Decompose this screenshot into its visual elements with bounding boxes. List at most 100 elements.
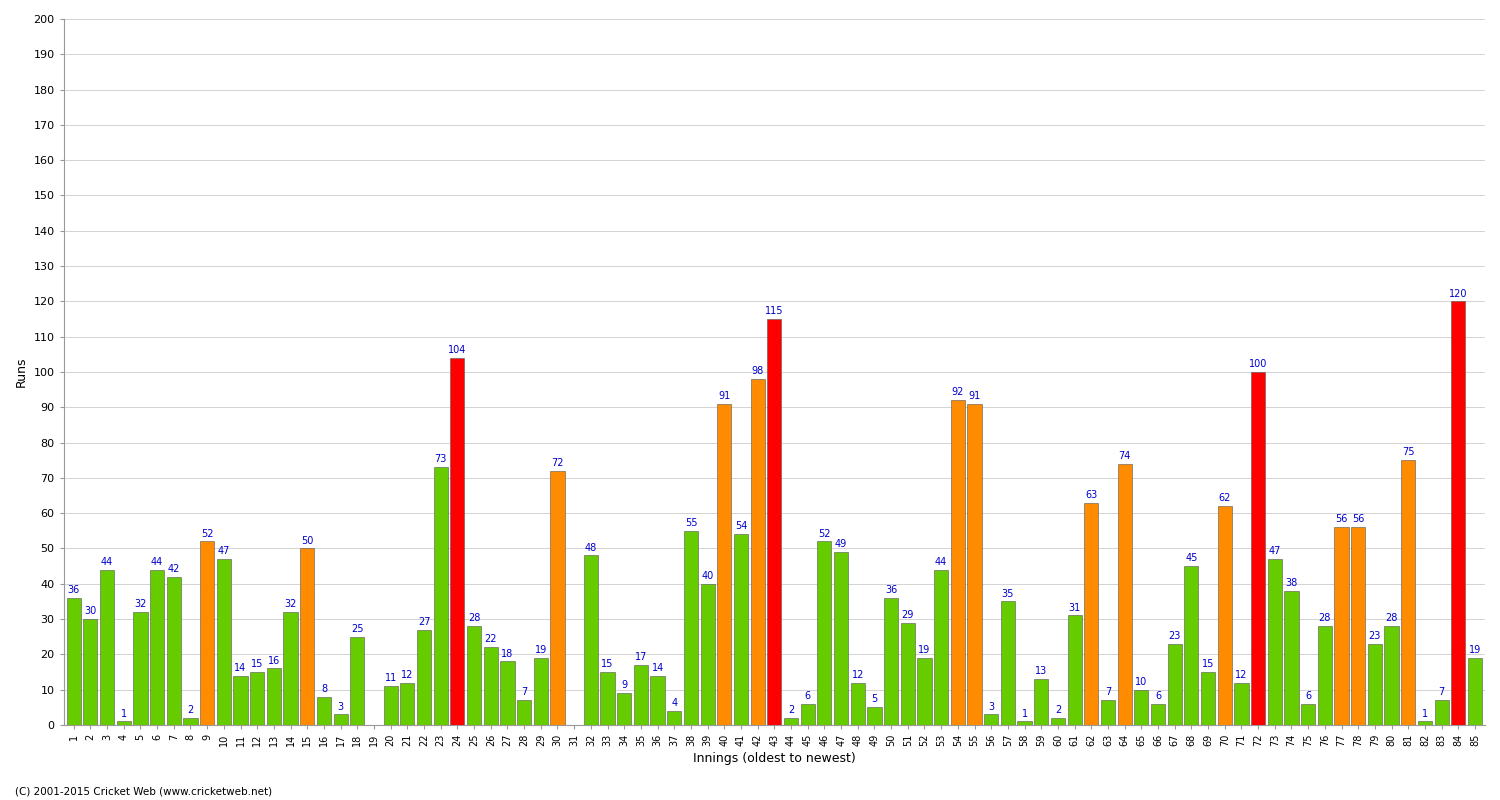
Bar bbox=[1384, 626, 1398, 725]
Text: 74: 74 bbox=[1119, 451, 1131, 461]
Text: 8: 8 bbox=[321, 684, 327, 694]
Text: 92: 92 bbox=[951, 387, 964, 398]
Text: 44: 44 bbox=[152, 557, 164, 566]
Bar bbox=[166, 577, 182, 725]
Text: 15: 15 bbox=[602, 659, 613, 669]
Text: 10: 10 bbox=[1136, 677, 1148, 686]
Text: 91: 91 bbox=[969, 391, 981, 401]
Text: 38: 38 bbox=[1286, 578, 1298, 588]
Text: 2: 2 bbox=[788, 705, 794, 715]
Text: 7: 7 bbox=[1106, 687, 1112, 698]
Bar bbox=[117, 722, 130, 725]
X-axis label: Innings (oldest to newest): Innings (oldest to newest) bbox=[693, 752, 855, 765]
Bar bbox=[450, 358, 465, 725]
Bar bbox=[267, 669, 280, 725]
Text: 1: 1 bbox=[120, 709, 128, 718]
Text: 28: 28 bbox=[1386, 614, 1398, 623]
Bar bbox=[1150, 704, 1166, 725]
Text: 6: 6 bbox=[804, 691, 812, 701]
Text: 35: 35 bbox=[1002, 589, 1014, 598]
Text: 73: 73 bbox=[435, 454, 447, 465]
Text: 115: 115 bbox=[765, 306, 783, 316]
Text: 56: 56 bbox=[1335, 514, 1347, 525]
Text: 100: 100 bbox=[1250, 359, 1268, 369]
Bar bbox=[1352, 527, 1365, 725]
Bar bbox=[968, 404, 981, 725]
Text: 12: 12 bbox=[400, 670, 414, 680]
Text: 32: 32 bbox=[135, 599, 147, 609]
Bar bbox=[1101, 700, 1114, 725]
Text: 11: 11 bbox=[384, 674, 398, 683]
Bar bbox=[951, 400, 964, 725]
Text: 19: 19 bbox=[918, 645, 930, 655]
Bar bbox=[934, 570, 948, 725]
Text: 3: 3 bbox=[338, 702, 344, 711]
Text: 75: 75 bbox=[1402, 447, 1414, 458]
Text: 13: 13 bbox=[1035, 666, 1047, 676]
Bar bbox=[900, 622, 915, 725]
Text: 2: 2 bbox=[1054, 705, 1060, 715]
Bar bbox=[1268, 559, 1282, 725]
Bar bbox=[300, 549, 315, 725]
Text: 23: 23 bbox=[1168, 631, 1180, 641]
Text: 48: 48 bbox=[585, 542, 597, 553]
Bar bbox=[1318, 626, 1332, 725]
Text: 19: 19 bbox=[534, 645, 548, 655]
Bar bbox=[183, 718, 198, 725]
Bar bbox=[834, 552, 848, 725]
Bar bbox=[134, 612, 147, 725]
Text: 62: 62 bbox=[1218, 494, 1231, 503]
Bar bbox=[200, 542, 214, 725]
Bar bbox=[717, 404, 732, 725]
Bar bbox=[1202, 672, 1215, 725]
Text: 28: 28 bbox=[1318, 614, 1330, 623]
Bar bbox=[433, 467, 448, 725]
Text: 91: 91 bbox=[718, 391, 730, 401]
Bar bbox=[501, 662, 515, 725]
Bar bbox=[801, 704, 814, 725]
Bar bbox=[884, 598, 898, 725]
Bar bbox=[684, 530, 698, 725]
Text: 1: 1 bbox=[1422, 709, 1428, 718]
Text: 17: 17 bbox=[634, 652, 646, 662]
Bar bbox=[466, 626, 482, 725]
Text: 7: 7 bbox=[520, 687, 528, 698]
Bar bbox=[66, 598, 81, 725]
Bar bbox=[1185, 566, 1198, 725]
Text: 2: 2 bbox=[188, 705, 194, 715]
Bar bbox=[417, 630, 430, 725]
Bar bbox=[84, 619, 98, 725]
Bar bbox=[251, 672, 264, 725]
Text: 44: 44 bbox=[100, 557, 112, 566]
Bar bbox=[384, 686, 398, 725]
Bar bbox=[1167, 644, 1182, 725]
Text: 14: 14 bbox=[651, 662, 663, 673]
Text: 28: 28 bbox=[468, 614, 480, 623]
Bar bbox=[400, 682, 414, 725]
Bar bbox=[1234, 682, 1248, 725]
Bar bbox=[1068, 615, 1082, 725]
Bar bbox=[217, 559, 231, 725]
Text: 52: 52 bbox=[201, 529, 213, 538]
Bar bbox=[1052, 718, 1065, 725]
Text: 18: 18 bbox=[501, 649, 513, 658]
Text: 44: 44 bbox=[934, 557, 948, 566]
Bar bbox=[784, 718, 798, 725]
Bar bbox=[1468, 658, 1482, 725]
Text: 36: 36 bbox=[885, 585, 897, 595]
Text: 23: 23 bbox=[1368, 631, 1382, 641]
Bar bbox=[1335, 527, 1348, 725]
Bar bbox=[1251, 372, 1264, 725]
Text: 1: 1 bbox=[1022, 709, 1028, 718]
Bar bbox=[1300, 704, 1316, 725]
Bar bbox=[651, 675, 664, 725]
Text: 45: 45 bbox=[1185, 554, 1197, 563]
Text: 98: 98 bbox=[752, 366, 764, 376]
Text: 3: 3 bbox=[988, 702, 994, 711]
Bar bbox=[1418, 722, 1432, 725]
Bar bbox=[1401, 460, 1416, 725]
Text: 5: 5 bbox=[871, 694, 877, 705]
Text: 16: 16 bbox=[268, 656, 280, 666]
Bar bbox=[1084, 502, 1098, 725]
Bar bbox=[483, 647, 498, 725]
